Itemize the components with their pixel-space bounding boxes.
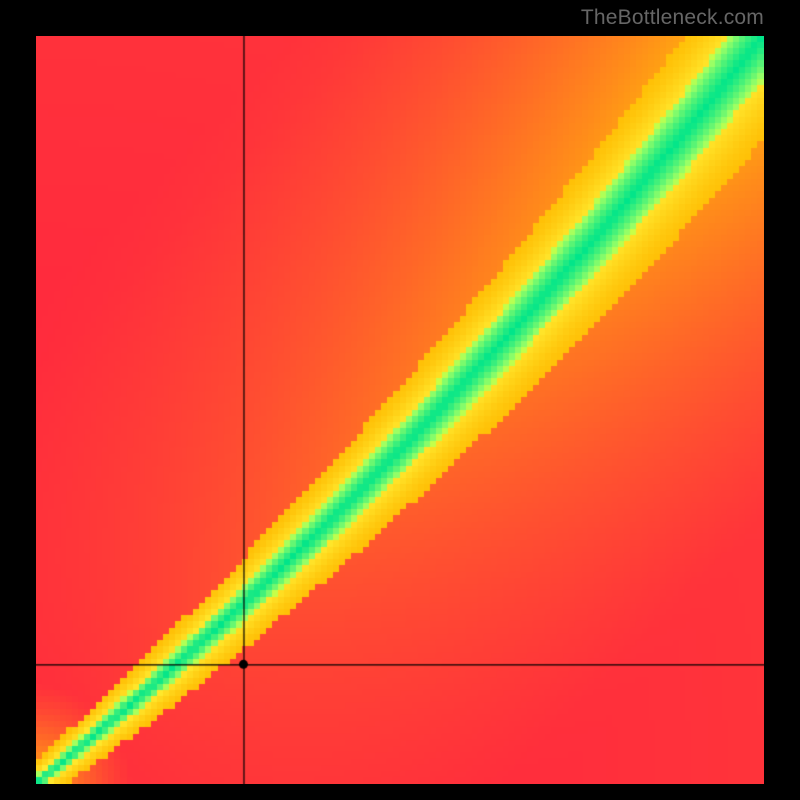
- chart-container: TheBottleneck.com: [0, 0, 800, 800]
- watermark-text: TheBottleneck.com: [581, 6, 764, 30]
- bottleneck-heatmap: [36, 36, 764, 784]
